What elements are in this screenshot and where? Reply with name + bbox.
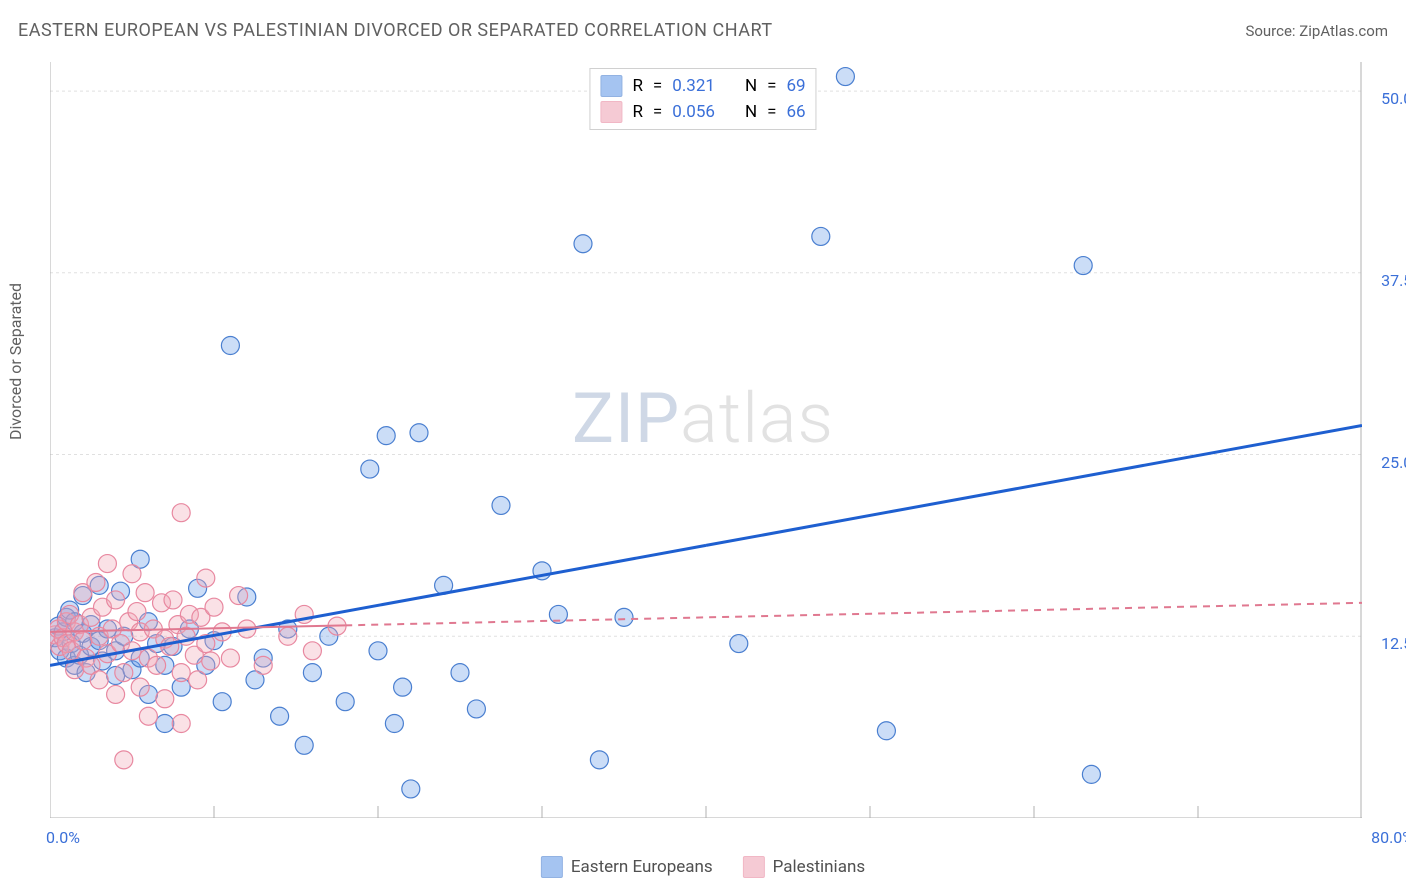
correlation-legend: R = 0.321 N = 69 R = 0.056 N = 66 — [589, 68, 816, 130]
n-value-series1: 69 — [786, 76, 805, 96]
legend-row-series1: R = 0.321 N = 69 — [600, 73, 805, 99]
r-value-series1: 0.321 — [672, 76, 715, 96]
source-name: ZipAtlas.com — [1299, 22, 1388, 40]
r-value-series2: 0.056 — [672, 102, 715, 122]
legend-item-series2: Palestinians — [743, 856, 865, 878]
y-tick-label: 50.0% — [1364, 89, 1406, 108]
n-label: N — [745, 102, 757, 122]
legend-swatch-series2 — [600, 101, 622, 123]
legend-swatch-series2 — [743, 856, 765, 878]
chart-title: EASTERN EUROPEAN VS PALESTINIAN DIVORCED… — [18, 20, 773, 41]
source-prefix: Source: — [1245, 22, 1299, 40]
equals-sign: = — [653, 102, 662, 122]
y-tick-label: 25.0% — [1364, 453, 1406, 472]
source-attribution: Source: ZipAtlas.com — [1245, 22, 1388, 40]
equals-sign: = — [767, 102, 776, 122]
legend-row-series2: R = 0.056 N = 66 — [600, 99, 805, 125]
series-legend: Eastern Europeans Palestinians — [541, 856, 865, 878]
y-axis-label: Divorced or Separated — [6, 283, 25, 440]
equals-sign: = — [767, 76, 776, 96]
legend-swatch-series1 — [600, 75, 622, 97]
x-tick-label-min: 0.0% — [46, 828, 80, 847]
legend-swatch-series1 — [541, 856, 563, 878]
legend-label-series1: Eastern Europeans — [571, 857, 713, 877]
scatter-plot-svg — [50, 62, 1362, 818]
legend-label-series2: Palestinians — [773, 857, 865, 877]
n-value-series2: 66 — [786, 102, 805, 122]
y-tick-label: 37.5% — [1364, 271, 1406, 290]
plot-area: 12.5%25.0%37.5%50.0%0.0%80.0% — [50, 62, 1362, 818]
y-tick-label: 12.5% — [1364, 634, 1406, 653]
legend-item-series1: Eastern Europeans — [541, 856, 713, 878]
equals-sign: = — [653, 76, 662, 96]
x-tick-label-max: 80.0% — [1371, 828, 1406, 847]
r-label: R — [632, 102, 642, 122]
n-label: N — [745, 76, 757, 96]
r-label: R — [632, 76, 642, 96]
